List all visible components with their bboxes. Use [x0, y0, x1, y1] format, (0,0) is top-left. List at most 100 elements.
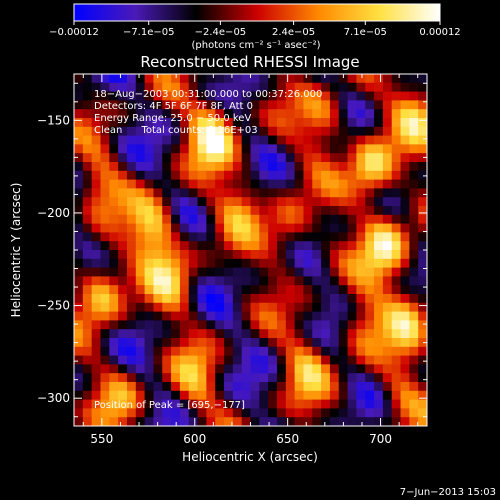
heatmap-cell: [171, 390, 181, 401]
heatmap-cell: [294, 197, 305, 207]
heatmap-cell: [347, 188, 357, 198]
heatmap-cell: [232, 135, 243, 145]
heatmap-cell: [312, 188, 322, 198]
heatmap-cell: [188, 206, 199, 216]
heatmap-cell: [418, 206, 427, 216]
heatmap-cell: [109, 135, 119, 145]
heatmap-cell: [100, 206, 110, 216]
heatmap-cell: [74, 408, 84, 418]
heatmap-cell: [285, 346, 296, 357]
heatmap-cell: [126, 302, 137, 313]
heatmap-cell: [100, 100, 110, 110]
heatmap-cell: [82, 338, 93, 348]
heatmap-cell: [100, 364, 110, 374]
heatmap-cell: [276, 250, 287, 260]
heatmap-cell: [153, 82, 163, 93]
heatmap-cell: [118, 197, 128, 207]
heatmap-cell: [91, 399, 102, 409]
heatmap-cell: [365, 364, 375, 374]
heatmap-cell: [215, 126, 225, 137]
heatmap-cell: [391, 250, 402, 260]
heatmap-cell: [135, 214, 146, 225]
heatmap-cell: [338, 390, 349, 401]
heatmap-cell: [365, 197, 375, 207]
heatmap-cell: [162, 390, 172, 401]
heatmap-cell: [74, 135, 84, 145]
heatmap-cell: [232, 250, 243, 260]
heatmap-cell: [303, 206, 313, 216]
heatmap-cell: [294, 382, 305, 392]
heatmap-cell: [224, 382, 234, 392]
heatmap-cell: [303, 188, 313, 198]
heatmap-cell: [347, 302, 357, 313]
heatmap-cell: [241, 126, 252, 137]
heatmap-cell: [224, 214, 234, 225]
heatmap-cell: [206, 276, 216, 286]
heatmap-cell: [312, 170, 322, 181]
heatmap-cell: [329, 285, 340, 295]
heatmap-cell: [329, 135, 340, 145]
heatmap-cell: [356, 408, 366, 418]
heatmap-cell: [400, 206, 410, 216]
heatmap-cell: [303, 153, 313, 163]
heatmap-cell: [118, 294, 128, 304]
heatmap-cell: [232, 285, 243, 295]
heatmap-cell: [259, 276, 269, 286]
heatmap-cell: [74, 223, 84, 233]
heatmap-cell: [303, 320, 313, 330]
heatmap-cell: [153, 302, 163, 313]
heatmap-cell: [126, 144, 137, 154]
heatmap-cell: [391, 364, 402, 374]
heatmap-cell: [312, 258, 322, 269]
heatmap-cell: [250, 285, 260, 295]
heatmap-cell: [294, 214, 305, 225]
heatmap-cell: [100, 390, 110, 401]
heatmap-cell: [418, 223, 427, 233]
heatmap-cell: [338, 311, 349, 321]
heatmap-cell: [188, 241, 199, 251]
heatmap-cell: [153, 170, 163, 181]
heatmap-cell: [118, 118, 128, 128]
heatmap-cell: [276, 188, 287, 198]
heatmap-cell: [312, 118, 322, 128]
heatmap-cell: [382, 241, 393, 251]
heatmap-cell: [268, 197, 278, 207]
heatmap-cell: [312, 382, 322, 392]
heatmap-cell: [241, 267, 252, 277]
heatmap-cell: [241, 364, 252, 374]
heatmap-cell: [356, 74, 366, 84]
heatmap-cell: [118, 241, 128, 251]
heatmap-cell: [276, 276, 287, 286]
heatmap-cell: [382, 118, 393, 128]
heatmap-cell: [206, 188, 216, 198]
heatmap-cell: [74, 417, 84, 426]
heatmap-cell: [232, 390, 243, 401]
heatmap-cell: [126, 162, 137, 172]
heatmap-cell: [338, 320, 349, 330]
y-tick-label: −250: [37, 299, 70, 313]
heatmap-cell: [197, 258, 207, 269]
heatmap-cell: [418, 250, 427, 260]
heatmap-cell: [135, 302, 146, 313]
heatmap-cell: [250, 276, 260, 286]
heatmap-cell: [224, 355, 234, 365]
heatmap-cell: [259, 170, 269, 181]
heatmap-cell: [259, 294, 269, 304]
heatmap-cell: [82, 311, 93, 321]
heatmap-cell: [294, 109, 305, 119]
heatmap-cell: [197, 197, 207, 207]
heatmap-cell: [82, 302, 93, 313]
heatmap-cell: [294, 417, 305, 426]
heatmap-cell: [347, 355, 357, 365]
heatmap-cell: [365, 346, 375, 357]
heatmap-cell: [285, 170, 296, 181]
x-tick-label: 650: [276, 432, 299, 446]
heatmap-cell: [356, 355, 366, 365]
heatmap-cell: [382, 355, 393, 365]
heatmap-cell: [241, 206, 252, 216]
heatmap-cell: [382, 100, 393, 110]
heatmap-cell: [418, 126, 427, 137]
heatmap-cell: [232, 346, 243, 357]
heatmap-cell: [109, 285, 119, 295]
heatmap-cell: [215, 364, 225, 374]
